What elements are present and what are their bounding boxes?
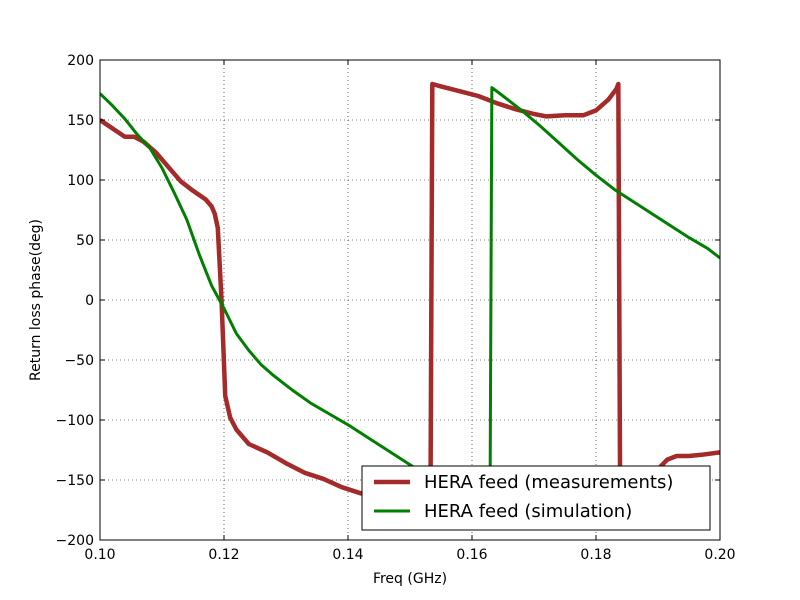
y-axis-label: Return loss phase(deg) <box>28 219 44 381</box>
x-tick-label: 0.16 <box>456 547 487 563</box>
legend-label-measurements: HERA feed (measurements) <box>424 472 673 493</box>
x-tick-label: 0.18 <box>580 547 611 563</box>
y-tick-label: −200 <box>56 533 94 549</box>
x-tick-label: 0.12 <box>208 547 239 563</box>
y-tick-label: 50 <box>76 233 94 249</box>
x-tick-label: 0.10 <box>84 547 115 563</box>
y-tick-label: −100 <box>56 413 94 429</box>
series-line-simulation <box>100 86 720 518</box>
legend-label-simulation: HERA feed (simulation) <box>424 501 632 522</box>
x-axis-label: Freq (GHz) <box>373 571 447 587</box>
y-tick-label: −150 <box>56 473 94 489</box>
y-tick-label: 200 <box>67 53 94 69</box>
legend-box <box>361 465 711 531</box>
y-tick-label: 100 <box>67 173 94 189</box>
series-line-measurements <box>100 81 720 509</box>
x-tick-label: 0.20 <box>704 547 735 563</box>
axis-ticks: 0.10 0.12 0.14 0.16 0.18 0.20 −200 −150 −100 −50 0… <box>56 53 736 563</box>
y-tick-label: −50 <box>64 353 94 369</box>
legend: HERA feed (measurements) HERA feed (simu… <box>361 465 711 531</box>
x-tick-label: 0.14 <box>332 547 363 563</box>
y-tick-label: 150 <box>67 113 94 129</box>
y-tick-label: 0 <box>85 293 94 309</box>
